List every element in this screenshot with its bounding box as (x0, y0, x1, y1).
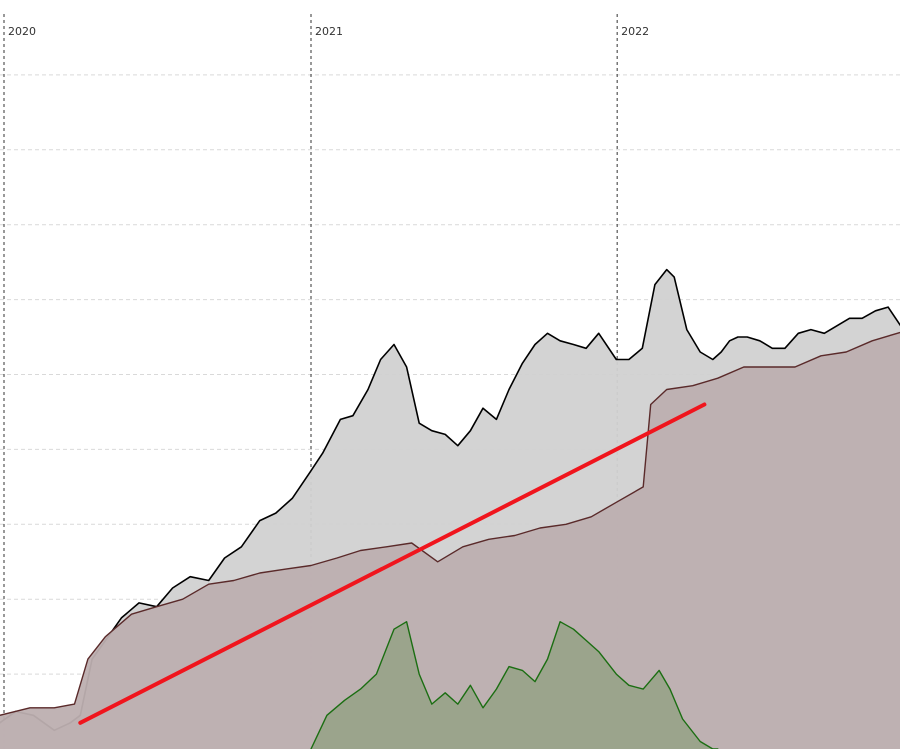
series-trailing-line-area (0, 332, 900, 749)
horizontal-gridlines (0, 74, 900, 675)
series-trailing-line-line (0, 331, 900, 716)
x-tick-label-2022: 2022 (621, 25, 649, 38)
x-tick-labels: 2020 2021 2022 (8, 25, 649, 38)
series-trend-line-line (78, 402, 707, 725)
series-price-line (0, 268, 900, 732)
series-layer (0, 268, 900, 749)
series-oscillator-line (310, 621, 719, 749)
series-oscillator-area (311, 621, 718, 749)
x-tick-label-2020: 2020 (8, 25, 36, 38)
x-tick-label-2021: 2021 (315, 25, 343, 38)
